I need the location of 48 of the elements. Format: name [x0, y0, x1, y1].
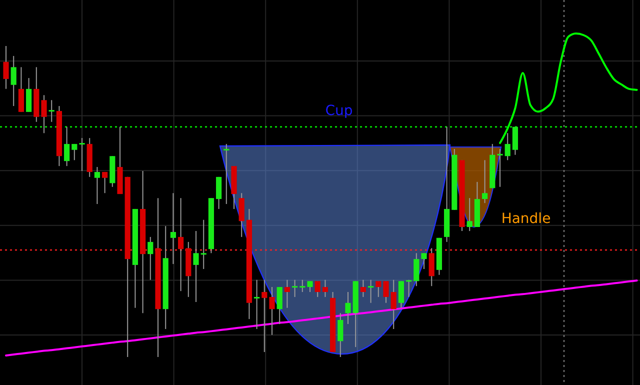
candlestick: [254, 279, 260, 330]
candlestick: [18, 66, 24, 112]
candlestick: [390, 279, 396, 330]
candlestick: [224, 143, 230, 204]
candlestick: [414, 252, 420, 287]
candlestick: [482, 160, 488, 204]
candlestick: [383, 280, 389, 304]
candlestick: [338, 312, 344, 358]
candlestick: [48, 100, 54, 122]
candlestick: [466, 198, 472, 232]
candlestick: [148, 236, 154, 280]
candlestick: [504, 132, 510, 161]
candlestick: [200, 219, 206, 270]
candlestick: [276, 286, 282, 325]
candlestick: [428, 248, 434, 287]
candlestick: [41, 94, 47, 134]
candlestick: [10, 55, 16, 107]
annotation: Handle: [501, 211, 551, 227]
candlestick: [216, 176, 222, 210]
candlestick: [376, 280, 382, 298]
candlestick: [94, 166, 100, 204]
candlestick: [292, 279, 298, 298]
candlestick: [512, 126, 518, 156]
candlestick: [360, 279, 366, 298]
candlestick: [193, 230, 199, 302]
candlestick: [64, 126, 70, 167]
candlestick: [284, 279, 290, 308]
candlestick: [307, 280, 313, 292]
annotation: Cup: [325, 103, 353, 119]
candlestick: [421, 252, 427, 270]
candlestick: [102, 171, 108, 194]
candlestick: [26, 78, 32, 112]
candlestick: [262, 279, 268, 353]
candlestick: [170, 192, 176, 265]
candlestick: [178, 198, 184, 292]
candlestick: [322, 279, 328, 298]
candlestick: [368, 279, 374, 304]
candlestick: [314, 280, 320, 298]
candlestick: [72, 143, 78, 161]
candlestick: [345, 292, 351, 325]
candlestick: [238, 192, 244, 238]
candlestick: [398, 280, 404, 308]
candlestick: [497, 148, 503, 188]
candlestick: [3, 46, 9, 90]
candlestick: [406, 279, 412, 298]
candlestick: [79, 138, 85, 172]
candlestick: [300, 279, 306, 292]
candlestick: [269, 286, 275, 336]
